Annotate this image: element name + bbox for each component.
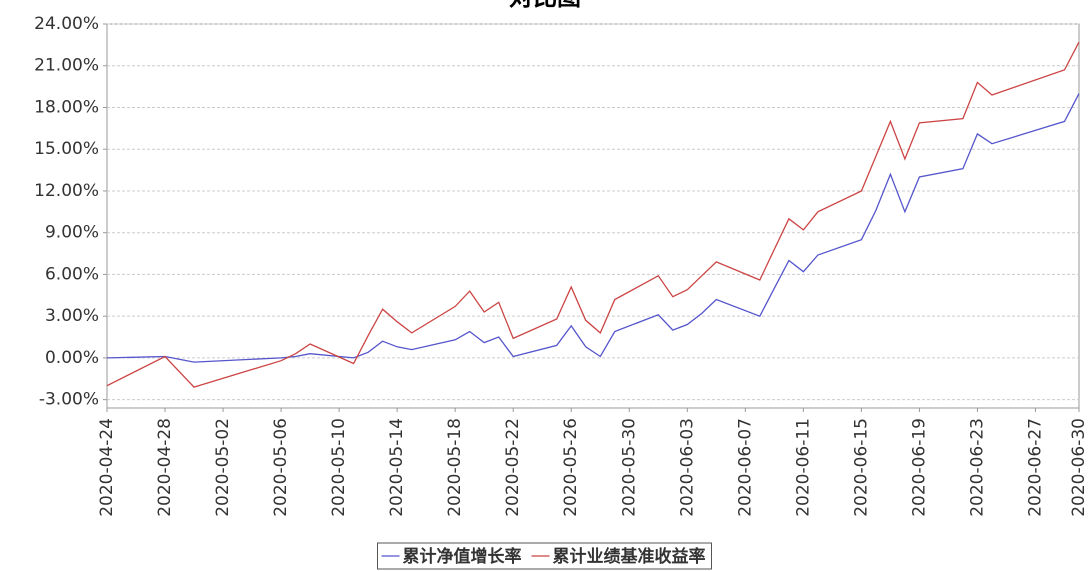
x-tick-label: 2020-06-23	[967, 418, 987, 517]
y-tick-label: 24.00%	[34, 14, 99, 34]
y-tick-label: 9.00%	[45, 223, 99, 243]
y-tick-label: 3.00%	[45, 306, 99, 326]
x-tick-label: 2020-05-30	[619, 418, 639, 517]
y-tick-label: 21.00%	[34, 56, 99, 76]
x-tick-label: 2020-05-18	[445, 418, 465, 517]
series-line	[106, 93, 1080, 363]
x-tick-label: 2020-06-19	[909, 418, 929, 517]
legend-label: 累计业绩基准收益率	[553, 546, 706, 567]
legend: 累计净值增长率 累计业绩基准收益率	[377, 542, 712, 570]
x-tick-label: 2020-06-03	[677, 418, 697, 517]
x-tick-label: 2020-05-22	[503, 418, 523, 517]
y-tick-label: -3.00%	[39, 390, 99, 410]
x-tick-label: 2020-05-14	[387, 418, 407, 517]
x-tick-label: 2020-05-26	[561, 418, 581, 517]
y-tick-label: 15.00%	[34, 139, 99, 159]
x-tick-label: 2020-06-27	[1025, 418, 1045, 517]
legend-label: 累计净值增长率	[403, 546, 522, 567]
x-tick-label: 2020-04-28	[155, 418, 175, 517]
y-tick-label: 0.00%	[45, 348, 99, 368]
x-tick-label: 2020-06-15	[851, 418, 871, 517]
chart-title: 对比图	[509, 0, 581, 11]
x-tick-label: 2020-06-30	[1069, 418, 1089, 517]
y-tick-label: 12.00%	[34, 181, 99, 201]
y-tick-label: 6.00%	[45, 264, 99, 284]
x-tick-label: 2020-06-11	[793, 418, 813, 517]
x-tick-label: 2020-04-24	[97, 418, 117, 517]
x-tick-label: 2020-05-10	[329, 418, 349, 517]
y-tick-label: 18.00%	[34, 97, 99, 117]
x-tick-label: 2020-06-07	[735, 418, 755, 517]
series-line	[106, 41, 1080, 388]
plot-area	[106, 23, 1080, 409]
x-tick-label: 2020-05-06	[271, 418, 291, 517]
x-tick-label: 2020-05-02	[213, 418, 233, 517]
